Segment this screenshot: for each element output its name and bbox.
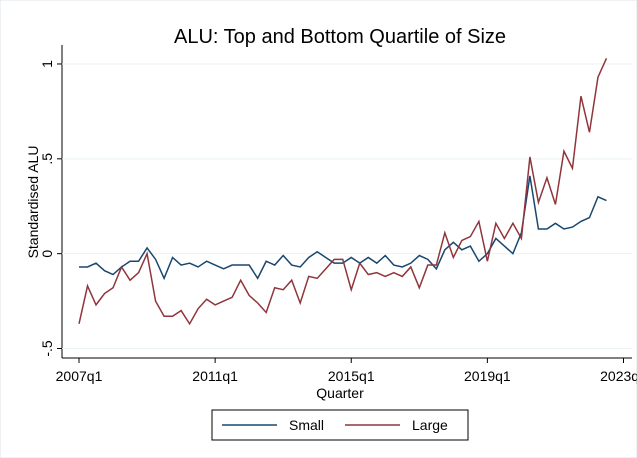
legend-label: Small bbox=[289, 417, 324, 433]
legend-label: Large bbox=[412, 417, 448, 433]
x-tick-label: 2007q1 bbox=[56, 368, 103, 384]
x-tick-label: 2015q1 bbox=[328, 368, 375, 384]
y-tick-label: -.5 bbox=[39, 340, 55, 357]
x-tick-label: 2019q1 bbox=[464, 368, 511, 384]
series-line bbox=[78, 57, 608, 326]
x-tick-label: 2023q1 bbox=[600, 368, 637, 384]
series-line bbox=[79, 175, 607, 281]
y-axis-title: Standardised ALU bbox=[25, 146, 41, 259]
y-tick-label: 1 bbox=[39, 60, 55, 68]
chart-title: ALU: Top and Bottom Quartile of Size bbox=[174, 26, 506, 48]
x-axis-title: Quarter bbox=[316, 385, 364, 401]
x-tick-label: 2011q1 bbox=[192, 368, 238, 384]
y-tick-label: .5 bbox=[39, 153, 55, 165]
y-tick-label: 0 bbox=[39, 250, 55, 258]
legend-box bbox=[211, 409, 469, 441]
